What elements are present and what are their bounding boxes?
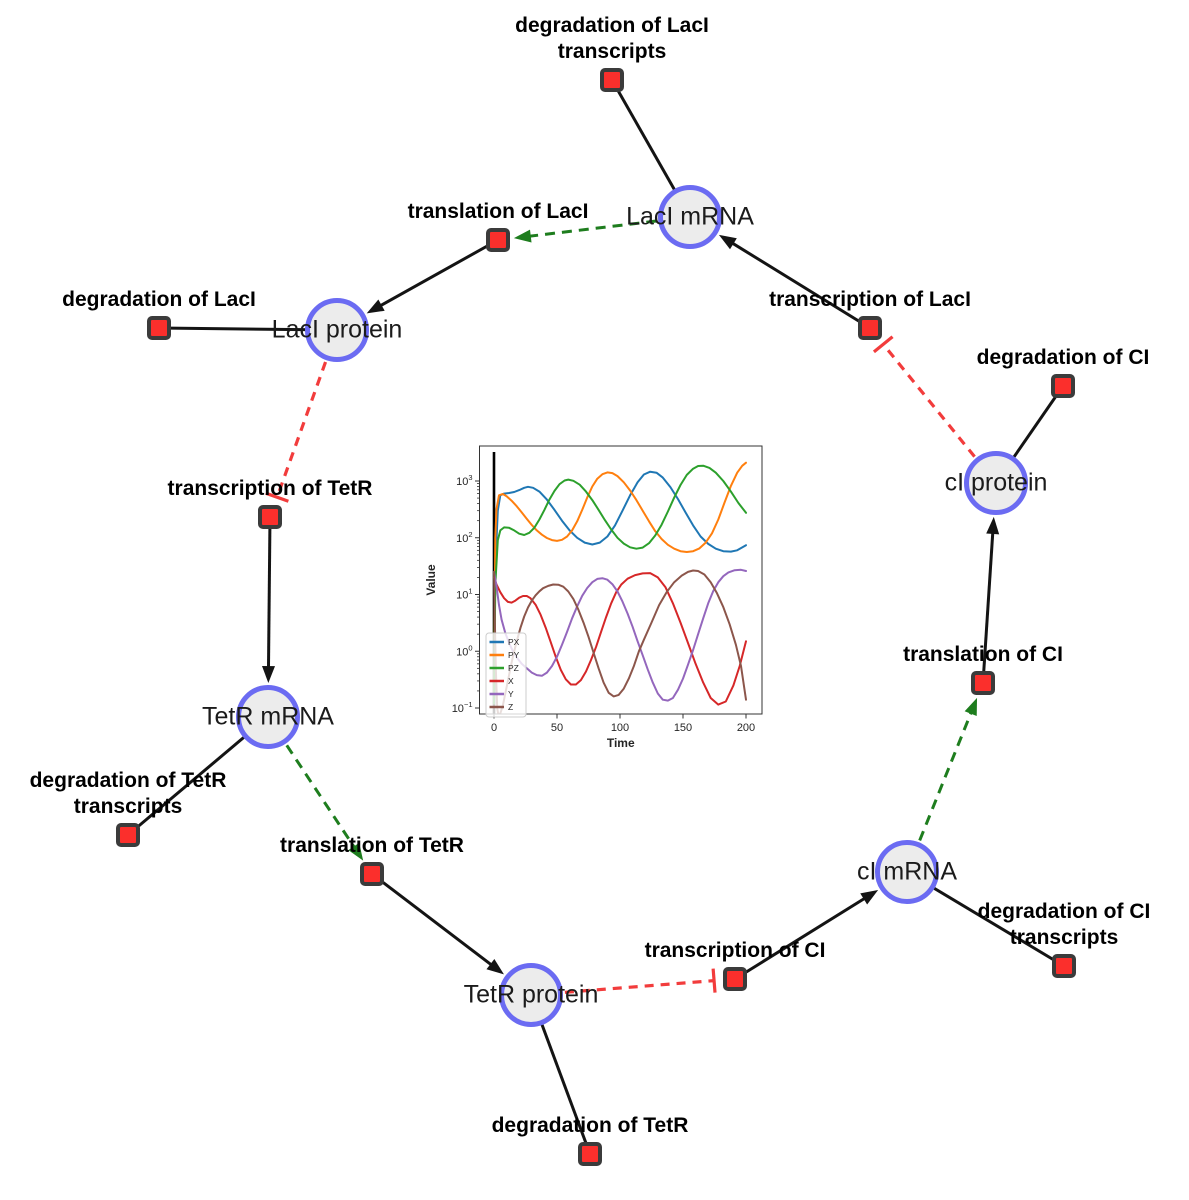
edge-modifier-tetr-mrna-transl-tetr bbox=[285, 744, 357, 850]
edge-modifier-ci-mrna-transl-ci bbox=[918, 710, 974, 842]
edge-production-transl-tetr-tetr-protein bbox=[371, 872, 494, 968]
reaction-label-transl-laci: translation of LacI bbox=[407, 200, 589, 223]
chart-ytick-1e-1: 10−1 bbox=[452, 700, 473, 715]
chart-xtick-150: 150 bbox=[674, 722, 692, 734]
chart-xtick-200: 200 bbox=[737, 722, 755, 734]
edge-production-transl-ci-ci-protein bbox=[981, 530, 995, 684]
species-node-ci-protein[interactable] bbox=[964, 451, 1028, 515]
reaction-node-deg-ci-tx[interactable] bbox=[1052, 954, 1076, 978]
chart-xtick-100: 100 bbox=[611, 722, 629, 734]
reaction-node-tx-tetr[interactable] bbox=[258, 505, 282, 529]
chart-axes-frame bbox=[479, 445, 763, 715]
reaction-label-deg-ci: degradation of CI bbox=[976, 346, 1150, 369]
reaction-node-transl-tetr[interactable] bbox=[360, 862, 384, 886]
reaction-label-tx-laci: transcription of LacI bbox=[769, 288, 971, 311]
inhibition-tbar-laci-protein-tx-tetr bbox=[265, 491, 289, 503]
arrowhead-tx-ci-ci-mrna bbox=[860, 889, 879, 905]
reaction-node-transl-ci[interactable] bbox=[971, 671, 995, 695]
chart-series-PZ bbox=[493, 464, 747, 705]
chart-legend: PX PY PZ XYZ bbox=[485, 632, 527, 718]
reaction-node-deg-ci[interactable] bbox=[1051, 374, 1075, 398]
arrowhead-transl-laci-laci-protein bbox=[366, 299, 385, 314]
chart-xtick-0: 0 bbox=[491, 722, 497, 734]
inhibition-tbar-tetr-protein-tx-ci bbox=[711, 968, 717, 993]
species-label-laci-mrna: LacI mRNA bbox=[626, 202, 754, 231]
arrowhead-tx-tetr-tetr-mrna bbox=[262, 665, 276, 684]
arrowhead-tx-laci-laci-mrna bbox=[718, 234, 737, 250]
chart-legend-label-PX: PX bbox=[508, 637, 520, 647]
reaction-node-deg-tetr-tx[interactable] bbox=[116, 823, 140, 847]
species-node-tetr-mrna[interactable] bbox=[236, 685, 300, 749]
reaction-label-tx-tetr: transcription of TetR bbox=[167, 477, 373, 500]
inset-timeseries-chart: 0 50 100 150 20010−1100101102103TimeValuePXP… bbox=[425, 445, 763, 750]
chart-series-X bbox=[493, 572, 747, 706]
reaction-label-transl-tetr: translation of TetR bbox=[280, 834, 464, 857]
arrowhead-ci-mrna-transl-ci bbox=[964, 697, 978, 717]
chart-series-PX bbox=[493, 470, 747, 705]
edge-inhibition-tetr-protein-tx-ci bbox=[564, 979, 715, 994]
inhibition-tbar-ci-protein-tx-laci bbox=[872, 335, 894, 354]
reaction-label-deg-tetr-tx: degradation of TetR transcripts bbox=[29, 769, 227, 818]
edge-production-tx-ci-ci-mrna bbox=[734, 896, 868, 981]
reaction-label-deg-laci: degradation of LacI bbox=[62, 288, 256, 311]
chart-series-PY bbox=[493, 461, 747, 705]
arrowhead-transl-tetr-tetr-protein bbox=[486, 958, 504, 975]
species-label-tetr-mrna: TetR mRNA bbox=[202, 702, 334, 731]
species-label-tetr-protein: TetR protein bbox=[463, 980, 599, 1009]
species-node-tetr-protein[interactable] bbox=[499, 963, 563, 1027]
chart-legend-label-Y: Y bbox=[508, 689, 514, 699]
edge-inhibition-ci-protein-tx-laci bbox=[882, 343, 976, 458]
species-label-ci-protein: cI protein bbox=[944, 468, 1048, 497]
reaction-label-deg-tetr: degradation of TetR bbox=[491, 1114, 689, 1137]
species-label-laci-protein: LacI protein bbox=[271, 315, 403, 344]
chart-ytick-1e1: 101 bbox=[456, 587, 472, 602]
reaction-node-deg-tetr[interactable] bbox=[578, 1142, 602, 1166]
edge-inhibition-laci-protein-tx-tetr bbox=[275, 361, 328, 498]
arrowhead-tetr-mrna-transl-tetr bbox=[348, 842, 364, 861]
chart-ytick-1e0: 100 bbox=[456, 643, 472, 658]
species-node-laci-protein[interactable] bbox=[305, 298, 369, 362]
reaction-label-deg-laci-tx: degradation of LacI transcripts bbox=[515, 14, 709, 63]
species-label-ci-mrna: cI mRNA bbox=[857, 857, 957, 886]
reaction-label-tx-ci: transcription of CI bbox=[644, 939, 826, 962]
reaction-node-deg-laci[interactable] bbox=[147, 316, 171, 340]
reaction-node-tx-ci[interactable] bbox=[723, 967, 747, 991]
edge-modifier-laci-mrna-transl-laci bbox=[527, 219, 657, 238]
reaction-node-transl-laci[interactable] bbox=[486, 228, 510, 252]
edge-production-tx-tetr-tetr-mrna bbox=[266, 516, 272, 670]
chart-ylabel: Value bbox=[425, 564, 438, 596]
chart-legend-label-Z: Z bbox=[508, 702, 513, 712]
reaction-label-transl-ci: translation of CI bbox=[903, 643, 1063, 666]
chart-legend-label-PZ: PZ bbox=[508, 663, 519, 673]
edge-production-transl-laci-laci-protein bbox=[378, 238, 499, 308]
arrowhead-laci-mrna-transl-laci bbox=[513, 229, 532, 243]
chart-legend-label-PY: PY bbox=[508, 650, 520, 660]
reaction-node-deg-laci-tx[interactable] bbox=[600, 68, 624, 92]
arrowhead-transl-ci-ci-protein bbox=[986, 516, 1000, 535]
chart-ytick-1e3: 103 bbox=[456, 473, 472, 488]
reaction-label-deg-ci-tx: degradation of CI transcripts bbox=[977, 900, 1151, 949]
species-node-ci-mrna[interactable] bbox=[875, 840, 939, 904]
chart-xlabel: Time bbox=[607, 736, 635, 750]
edge-production-tx-laci-laci-mrna bbox=[730, 240, 871, 330]
chart-series-Y bbox=[493, 568, 747, 702]
reaction-node-tx-laci[interactable] bbox=[858, 316, 882, 340]
species-node-laci-mrna[interactable] bbox=[658, 185, 722, 249]
chart-xtick-50: 50 bbox=[551, 722, 563, 734]
chart-ytick-1e2: 102 bbox=[456, 530, 472, 545]
chart-legend-label-X: X bbox=[508, 676, 514, 686]
